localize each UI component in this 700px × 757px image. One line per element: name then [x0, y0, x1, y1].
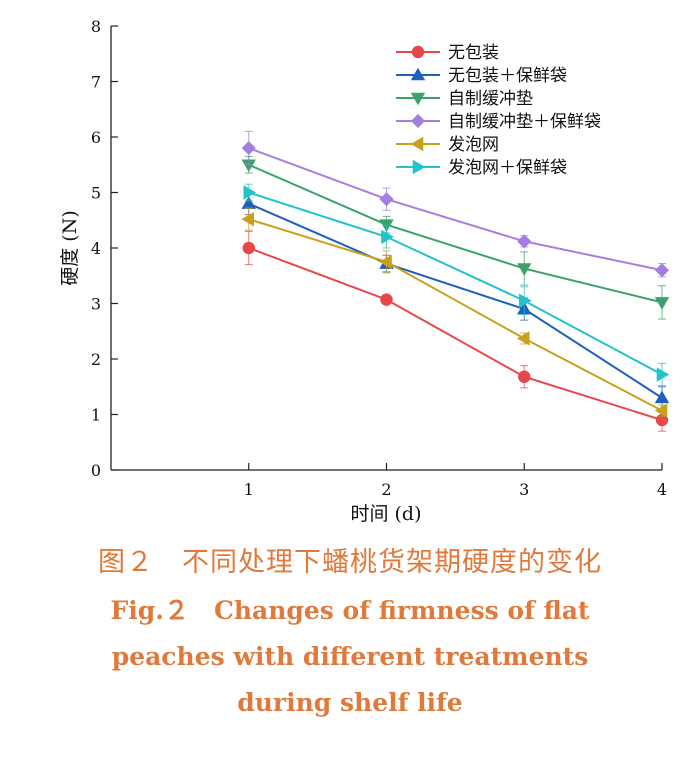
series-line	[248, 191, 663, 376]
figure-caption-chinese: 图２ 不同处理下蟠桃货架期硬度的变化	[98, 547, 602, 578]
legend-marker	[410, 92, 426, 106]
legend-label: 自制缓冲垫＋保鲜袋	[448, 112, 601, 132]
series-3	[241, 155, 670, 320]
y-tick-label: 0	[91, 461, 101, 480]
caption-english-line-2: peaches with different treatments	[111, 642, 589, 671]
legend-item: 自制缓冲垫＋保鲜袋	[396, 112, 601, 132]
legend-marker	[411, 45, 425, 59]
legend-item: 发泡网＋保鲜袋	[396, 158, 567, 178]
caption-english-line-3: during shelf life	[237, 688, 463, 717]
legend-label: 发泡网	[448, 135, 499, 155]
data-point	[243, 185, 257, 200]
y-tick-label: 3	[91, 295, 101, 314]
data-point	[654, 403, 668, 418]
x-tick-label: 2	[381, 480, 391, 499]
legend-marker	[412, 159, 426, 175]
data-point	[517, 263, 532, 276]
data-point	[516, 331, 530, 346]
series-line	[248, 218, 663, 412]
data-point	[379, 192, 394, 207]
legend-item: 发泡网	[396, 135, 499, 155]
legend-item: 无包装＋保鲜袋	[396, 66, 567, 86]
x-tick-label: 1	[244, 480, 254, 499]
y-tick-label: 8	[91, 17, 101, 36]
series-line	[248, 247, 663, 422]
legend-label: 自制缓冲垫	[448, 89, 533, 109]
series-4	[241, 130, 670, 278]
legend-item: 自制缓冲垫	[396, 89, 533, 109]
data-point	[242, 241, 255, 255]
firmness-line-chart: 0 1 2 3 4 5 6 7 8 1 2 3 4 无包装无包装＋保鲜袋自制缓冲垫自制缓冲垫＋保鲜袋发泡…	[59, 17, 670, 525]
legend-marker	[410, 136, 424, 152]
legend-marker	[410, 67, 426, 81]
series-layer	[241, 130, 670, 432]
series-line	[248, 163, 663, 304]
data-point	[654, 263, 670, 278]
data-point	[654, 390, 670, 404]
series-6	[243, 183, 670, 387]
data-point	[654, 297, 670, 310]
data-point	[241, 141, 256, 156]
data-point	[380, 293, 393, 306]
series-1	[242, 230, 669, 432]
legend-label: 无包装	[448, 43, 499, 63]
data-point	[518, 370, 531, 383]
data-point	[517, 234, 532, 249]
series-5	[241, 207, 668, 418]
series-line	[248, 202, 663, 399]
y-tick-label: 7	[91, 73, 101, 92]
data-point	[656, 367, 670, 382]
y-tick-label: 2	[91, 350, 101, 369]
y-tick-label: 4	[91, 239, 101, 258]
x-axis-label: 时间 (d)	[350, 503, 421, 525]
legend-label: 发泡网＋保鲜袋	[448, 158, 567, 178]
legend-item: 无包装	[396, 43, 499, 63]
data-point	[518, 293, 532, 308]
y-tick-label: 5	[91, 184, 101, 203]
series-line	[248, 147, 663, 272]
data-point	[241, 211, 255, 227]
data-point	[379, 254, 392, 270]
x-tick-label: 4	[657, 480, 667, 499]
legend-marker	[410, 113, 426, 129]
figure-caption-english: Fig.２ Changes of firmness of flat peache…	[0, 588, 700, 726]
caption-english-line-1: Fig.２ Changes of firmness of flat	[110, 596, 590, 625]
legend-label: 无包装＋保鲜袋	[448, 66, 567, 86]
y-tick-label: 1	[91, 406, 101, 425]
x-tick-label: 3	[519, 480, 529, 499]
axes: 0 1 2 3 4 5 6 7 8 1 2 3 4	[91, 17, 667, 499]
y-axis-label: 硬度 (N)	[59, 210, 81, 286]
y-tick-label: 6	[91, 128, 101, 147]
data-point	[381, 229, 394, 245]
